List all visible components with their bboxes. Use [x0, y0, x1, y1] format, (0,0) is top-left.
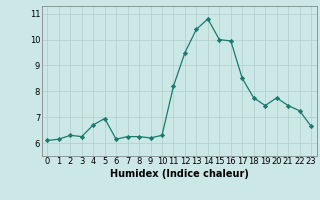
X-axis label: Humidex (Indice chaleur): Humidex (Indice chaleur)	[110, 169, 249, 179]
